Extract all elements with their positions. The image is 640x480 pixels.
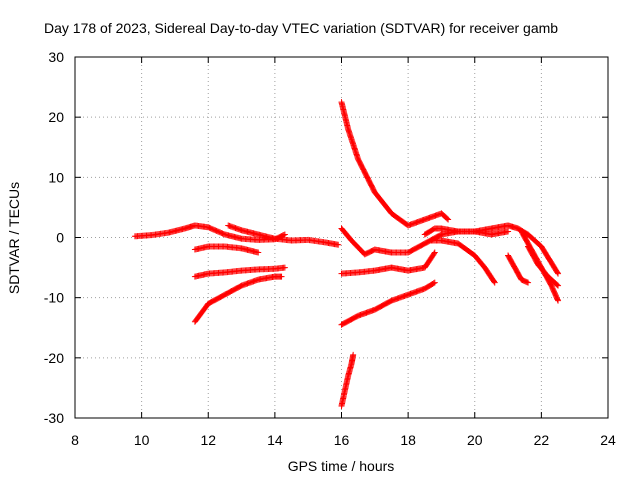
x-tick-label: 16 (334, 432, 350, 448)
data-point (335, 241, 342, 248)
data-point (350, 351, 357, 358)
y-axis-label: SDTVAR / TECUs (6, 182, 22, 294)
series-arc6 (338, 99, 452, 229)
series-arc9 (338, 279, 438, 328)
x-tick-label: 20 (467, 432, 483, 448)
x-axis-label: GPS time / hours (288, 458, 395, 474)
series-arc5 (191, 273, 285, 325)
series-arc11 (428, 237, 498, 286)
x-tick-label: 8 (71, 432, 79, 448)
series-arc12 (421, 222, 562, 277)
data-point (278, 273, 285, 280)
y-tick-label: 30 (48, 49, 64, 65)
y-tick-label: 0 (56, 230, 64, 246)
data-point (491, 278, 498, 285)
x-tick-label: 24 (600, 432, 616, 448)
y-tick-label: 20 (48, 109, 64, 125)
data-point (281, 264, 288, 271)
y-tick-label: 10 (48, 169, 64, 185)
data-point (555, 297, 562, 304)
data-point (491, 279, 498, 286)
data-point (431, 279, 438, 286)
series-arc10 (338, 351, 357, 409)
axis-ticks: 8 10 12 14 16 18 20 22 24 -30 -20 -10 0 10 20 30 (44, 49, 616, 448)
data-point (444, 215, 451, 222)
series-arc8 (338, 249, 438, 277)
data-point (554, 296, 561, 303)
series-arc3 (225, 222, 342, 248)
chart-title: Day 178 of 2023, Sidereal Day-to-day VTE… (44, 20, 558, 36)
data-point (505, 228, 512, 235)
data-point (445, 216, 452, 223)
y-tick-label: -30 (44, 410, 64, 426)
series-arc4 (191, 264, 288, 280)
data-point (431, 250, 438, 257)
x-tick-label: 10 (134, 432, 150, 448)
y-tick-label: -10 (44, 290, 64, 306)
y-tick-label: -20 (44, 350, 64, 366)
data-point (554, 269, 561, 276)
series-arc2 (191, 243, 262, 256)
data-point (430, 280, 437, 287)
data-point (255, 249, 262, 256)
data-point (281, 231, 288, 238)
data-point (431, 249, 438, 256)
x-tick-label: 22 (534, 432, 550, 448)
x-tick-label: 18 (400, 432, 416, 448)
x-tick-label: 14 (267, 432, 283, 448)
data-point (555, 282, 562, 289)
series-arc15 (525, 243, 562, 289)
data-point (555, 270, 562, 277)
series-arc13 (505, 252, 532, 286)
data-points (131, 99, 562, 409)
x-tick-label: 12 (200, 432, 216, 448)
data-point (523, 279, 530, 286)
data-point (525, 279, 532, 286)
data-point (554, 281, 561, 288)
